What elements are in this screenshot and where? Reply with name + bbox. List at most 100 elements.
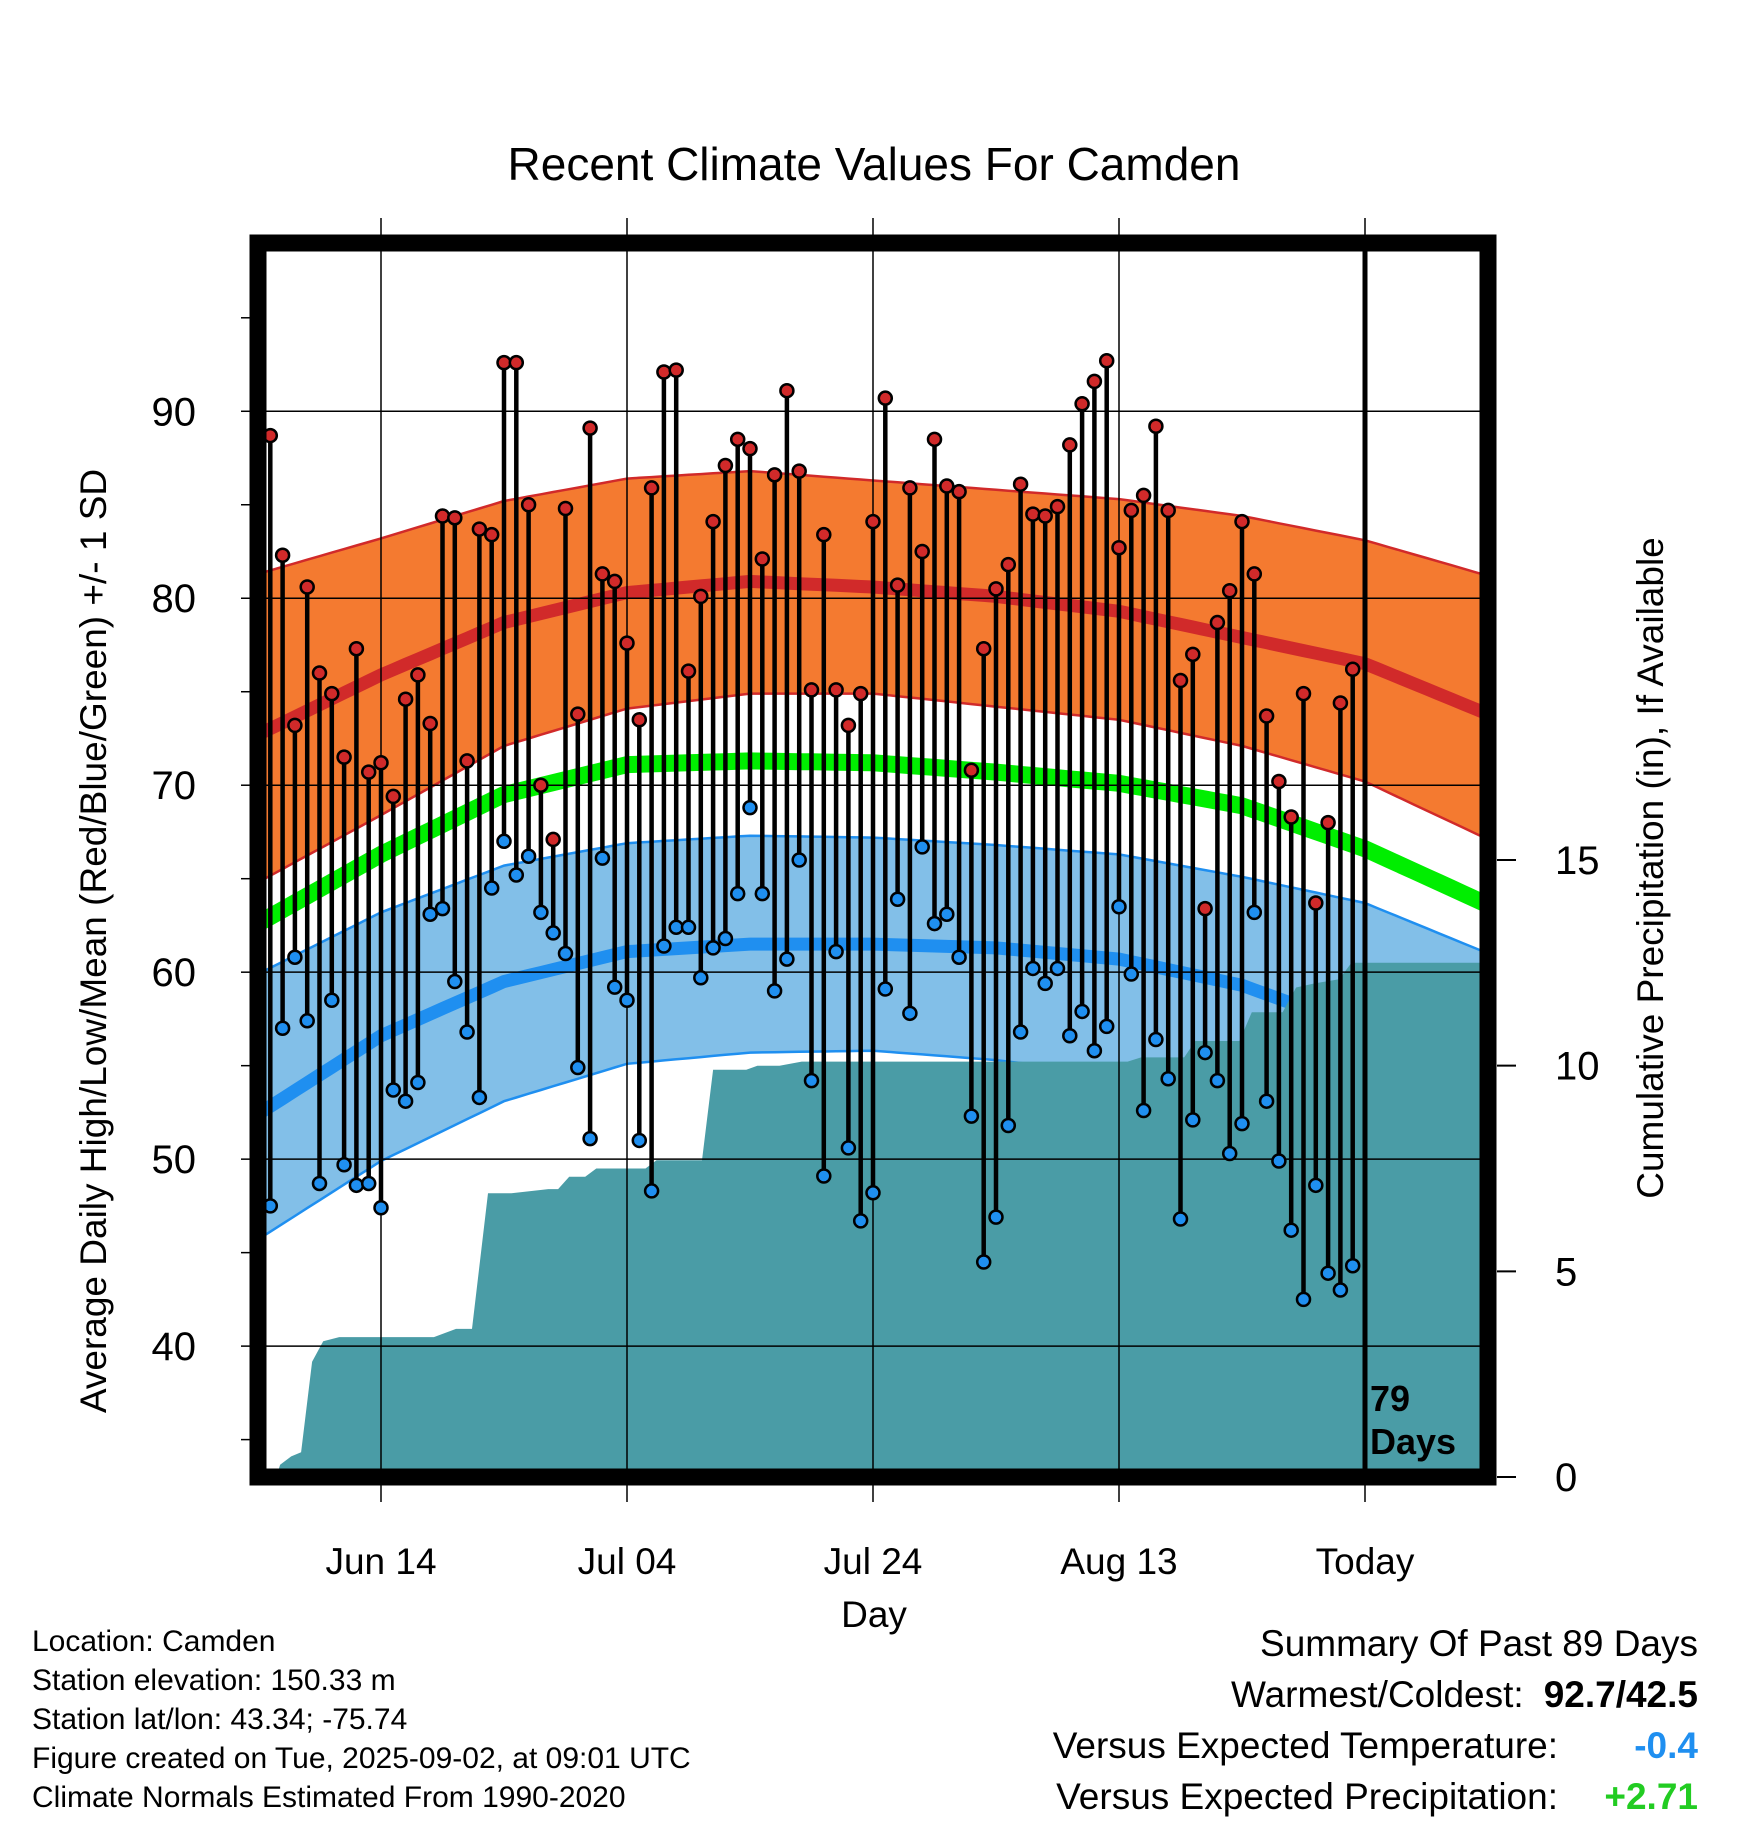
daily-high-point: [1295, 685, 1312, 702]
precipitation-departure-row: Versus Expected Precipitation: +2.71: [1053, 1771, 1698, 1822]
daily-high-point: [1074, 396, 1090, 412]
daily-low-point: [1098, 1018, 1115, 1035]
daily-low-point: [385, 1082, 402, 1098]
daily-high-point: [1123, 502, 1140, 519]
daily-high-point: [606, 573, 623, 590]
daily-low-point: [951, 949, 967, 965]
right-y-tick-label: 10: [1555, 1045, 1600, 1089]
daily-low-point: [852, 1213, 869, 1229]
daily-low-point: [582, 1130, 598, 1147]
chart-title: Recent Climate Values For Camden: [508, 138, 1241, 190]
daily-low-point: [557, 945, 574, 962]
daily-high-point: [668, 362, 684, 378]
right-y-tick-label: 0: [1555, 1456, 1577, 1500]
daily-high-point: [643, 480, 660, 496]
left-y-tick-label: 60: [152, 951, 197, 995]
daily-low-point: [1074, 1003, 1090, 1020]
daily-low-point: [1295, 1291, 1312, 1308]
daily-low-point: [754, 885, 771, 902]
daily-low-point: [1123, 966, 1140, 982]
daily-high-point: [840, 717, 857, 734]
latlon-text: Station lat/lon: 43.34; -75.74: [32, 1703, 408, 1736]
daily-low-point: [1037, 975, 1053, 992]
daily-high-point: [1025, 506, 1041, 522]
daily-low-point: [656, 938, 672, 954]
right-y-tick-label: 15: [1555, 839, 1600, 883]
daily-low-point: [1049, 960, 1066, 977]
daily-low-point: [791, 852, 807, 868]
daily-high-point: [459, 753, 475, 769]
daily-high-point: [1086, 373, 1103, 390]
daily-low-point: [594, 850, 611, 866]
normals-text: Climate Normals Estimated From 1990-2020: [32, 1781, 626, 1814]
daily-low-point: [1111, 898, 1127, 915]
daily-low-point: [1308, 1177, 1324, 1194]
plot-frame: [249, 234, 1497, 1486]
daily-high-point: [791, 463, 807, 479]
days-label: 79: [1370, 1378, 1410, 1419]
daily-low-point: [274, 1020, 291, 1037]
daily-high-point: [1258, 708, 1275, 724]
daily-high-point: [889, 577, 906, 593]
daily-low-point: [975, 1254, 992, 1270]
daily-high-point: [570, 706, 586, 722]
x-tick-label: Aug 13: [1060, 1541, 1177, 1582]
daily-low-point: [1160, 1071, 1176, 1087]
daily-low-point: [1234, 1115, 1250, 1132]
daily-low-point: [1221, 1145, 1238, 1162]
temperature-departure-row: Versus Expected Temperature: -0.4: [1053, 1720, 1698, 1771]
daily-high-point: [619, 635, 635, 651]
daily-low-point: [680, 919, 697, 936]
daily-high-point: [336, 749, 352, 765]
daily-low-point: [545, 925, 561, 941]
daily-low-point: [631, 1132, 648, 1149]
left-y-tick-label: 80: [152, 577, 197, 621]
daily-low-point: [397, 1093, 414, 1109]
daily-high-point: [939, 478, 955, 494]
daily-low-point: [348, 1177, 365, 1194]
daily-high-point: [594, 566, 611, 582]
daily-high-point: [1037, 508, 1053, 524]
daily-low-point: [471, 1089, 488, 1106]
warmest-coldest-row: Warmest/Coldest: 92.7/42.5: [1053, 1669, 1698, 1720]
right-y-tick-label: 5: [1555, 1250, 1577, 1294]
daily-low-point: [766, 983, 783, 999]
station-info: Location: Camden Station elevation: 150.…: [32, 1622, 691, 1817]
daily-high-point: [742, 440, 758, 457]
daily-high-point: [1332, 695, 1349, 711]
daily-high-point: [1049, 498, 1066, 515]
daily-high-point: [557, 500, 574, 517]
daily-low-point: [533, 904, 549, 921]
daily-high-point: [299, 579, 315, 595]
daily-low-point: [410, 1074, 426, 1091]
daily-high-point: [1148, 418, 1164, 434]
daily-low-point: [336, 1157, 352, 1173]
daily-low-point: [360, 1175, 377, 1192]
daily-low-point: [1086, 1042, 1103, 1059]
daily-high-point: [520, 497, 537, 513]
daily-low-point: [434, 900, 451, 917]
daily-low-point: [840, 1140, 857, 1156]
x-tick-label: Today: [1316, 1541, 1415, 1582]
daily-high-point: [422, 715, 438, 732]
warmest-coldest-label: Warmest/Coldest:: [1231, 1674, 1524, 1715]
daily-high-point: [1344, 661, 1361, 678]
daily-low-point: [606, 979, 623, 995]
daily-high-point: [582, 420, 598, 436]
daily-high-point: [1320, 814, 1336, 831]
daily-low-point: [729, 885, 746, 902]
daily-high-point: [656, 364, 672, 380]
elevation-text: Station elevation: 150.33 m: [32, 1664, 396, 1697]
daily-low-point: [1172, 1211, 1189, 1227]
x-tick-label: Jun 14: [325, 1541, 436, 1582]
daily-high-point: [988, 581, 1004, 597]
cumulative-precip-area: [276, 962, 1488, 1477]
daily-high-point: [324, 685, 340, 702]
daily-low-point: [1246, 904, 1263, 921]
daily-low-point: [963, 1108, 980, 1124]
daily-high-point: [1135, 487, 1152, 504]
daily-low-point: [1012, 1024, 1029, 1040]
daily-low-point: [570, 1059, 586, 1076]
daily-low-point: [1332, 1282, 1349, 1298]
daily-high-point: [360, 764, 377, 780]
